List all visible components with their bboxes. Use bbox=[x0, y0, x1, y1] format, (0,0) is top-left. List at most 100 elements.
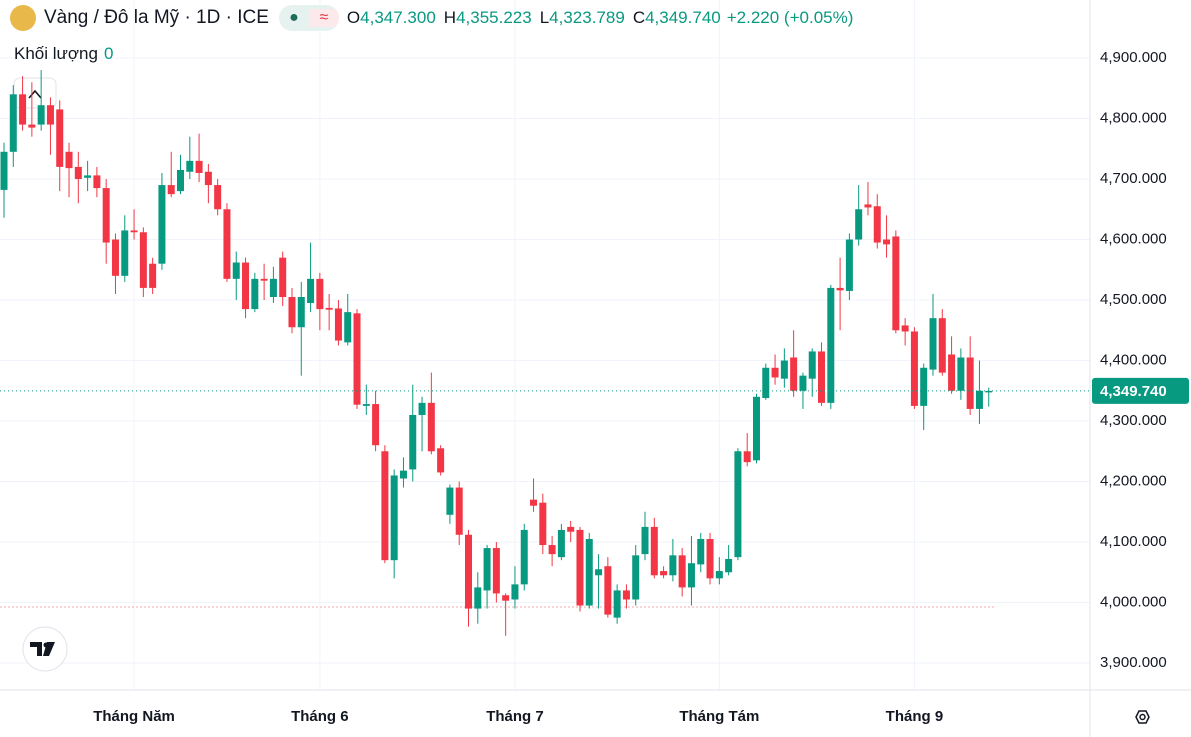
candle-body bbox=[9, 94, 17, 152]
candle-body bbox=[632, 555, 640, 600]
candle-body bbox=[511, 584, 519, 600]
candle-body bbox=[186, 160, 194, 172]
candle-body bbox=[883, 239, 891, 245]
y-tick-label: 4,300.000 bbox=[1100, 412, 1167, 429]
candle-body bbox=[836, 287, 844, 291]
candle-body bbox=[985, 390, 993, 393]
candle-body bbox=[920, 367, 928, 406]
ohlc-key: H bbox=[443, 8, 457, 27]
ohlc-value: 4,347.300 bbox=[360, 8, 436, 27]
candle-body bbox=[706, 538, 714, 579]
candle-body bbox=[864, 204, 872, 208]
candle-body bbox=[725, 558, 733, 573]
candle-body bbox=[353, 313, 361, 405]
candle-body bbox=[502, 595, 510, 601]
candle-body bbox=[752, 396, 760, 461]
candle-body bbox=[269, 278, 277, 297]
last-price-label: 4,349.740 bbox=[1100, 383, 1167, 400]
candle-body bbox=[74, 166, 82, 180]
candle-body bbox=[697, 538, 705, 565]
candle-body bbox=[307, 278, 315, 304]
candle-body bbox=[325, 307, 333, 310]
candle-body bbox=[84, 175, 92, 178]
tv-logo[interactable] bbox=[22, 626, 68, 672]
candle-body bbox=[660, 571, 668, 576]
last-price-box bbox=[1092, 377, 1189, 404]
legend-header: Vàng / Đô la Mỹ · 1D · ICE ● ≈ O4,347.300… bbox=[10, 5, 859, 31]
ohlc-value: 4,323.789 bbox=[549, 8, 625, 27]
candle-body bbox=[288, 296, 296, 328]
status-pill[interactable]: ● ≈ bbox=[278, 5, 339, 31]
candle-body bbox=[37, 105, 45, 125]
candle-body bbox=[595, 569, 603, 576]
y-tick-label: 4,000.000 bbox=[1100, 593, 1167, 610]
candle-body bbox=[214, 185, 222, 210]
candle-body bbox=[399, 470, 407, 479]
change: +2.220 (+0.05%) bbox=[726, 8, 854, 27]
y-tick-label: 4,500.000 bbox=[1100, 291, 1167, 308]
symbol-title: Vàng / Đô la Mỹ · 1D · ICE bbox=[44, 7, 269, 28]
candle-body bbox=[158, 185, 166, 264]
candle-body bbox=[938, 318, 946, 373]
ohlc-key: C bbox=[632, 8, 646, 27]
y-tick-label: 4,100.000 bbox=[1100, 533, 1167, 550]
candle-body bbox=[845, 239, 853, 291]
volume-legend: Khối lượng 0 bbox=[14, 44, 113, 64]
candle-body bbox=[121, 230, 129, 276]
candle-body bbox=[0, 151, 8, 190]
y-tick-label: 4,600.000 bbox=[1100, 230, 1167, 247]
volume-value: 0 bbox=[103, 44, 114, 63]
candle-body bbox=[576, 529, 584, 606]
candle-body bbox=[613, 590, 621, 618]
candle-body bbox=[483, 548, 491, 591]
candle-body bbox=[437, 448, 445, 473]
candle-body bbox=[223, 209, 231, 279]
y-tick-label: 4,900.000 bbox=[1100, 49, 1167, 66]
candle-body bbox=[520, 529, 528, 585]
candle-body bbox=[762, 367, 770, 399]
candle-body bbox=[334, 308, 342, 341]
candle-body bbox=[149, 263, 157, 288]
candle-body bbox=[111, 239, 119, 276]
candle-body bbox=[910, 331, 918, 406]
candle-body bbox=[585, 538, 593, 606]
candle-body bbox=[966, 357, 974, 409]
candle-body bbox=[715, 571, 723, 579]
candle-body bbox=[102, 188, 110, 243]
candle-body bbox=[929, 318, 937, 370]
candle-body bbox=[557, 529, 565, 558]
ohlc-value: 4,355.223 bbox=[456, 8, 532, 27]
candle-body bbox=[790, 357, 798, 391]
candle-body bbox=[734, 451, 742, 558]
candle-body bbox=[204, 171, 212, 186]
x-tick-label: Tháng Tám bbox=[679, 708, 759, 725]
x-tick-label: Tháng 9 bbox=[886, 708, 944, 725]
candle-body bbox=[177, 169, 185, 192]
candle-body bbox=[195, 160, 203, 173]
settings-icon[interactable] bbox=[1135, 710, 1150, 724]
candle-body bbox=[19, 94, 27, 125]
candle-body bbox=[409, 414, 417, 470]
candle-body bbox=[799, 375, 807, 391]
candle-body bbox=[873, 206, 881, 243]
y-tick-label: 4,700.000 bbox=[1100, 170, 1167, 187]
candle-body bbox=[390, 475, 398, 561]
candle-body bbox=[381, 451, 389, 561]
ohlc-value: 4,349.740 bbox=[645, 8, 721, 27]
candle-body bbox=[455, 487, 463, 535]
candle-body bbox=[780, 360, 788, 379]
candle-body bbox=[622, 590, 630, 600]
candle-body bbox=[948, 354, 956, 391]
candle-body bbox=[604, 566, 612, 615]
candle-body bbox=[344, 312, 352, 343]
candle-body bbox=[678, 555, 686, 588]
candle-body bbox=[362, 404, 370, 406]
candle-body bbox=[771, 367, 779, 378]
candle-body bbox=[93, 175, 101, 189]
candle-body bbox=[567, 526, 575, 532]
volume-label: Khối lượng bbox=[14, 44, 98, 63]
candle-body bbox=[130, 230, 138, 233]
candle-body bbox=[808, 351, 816, 379]
